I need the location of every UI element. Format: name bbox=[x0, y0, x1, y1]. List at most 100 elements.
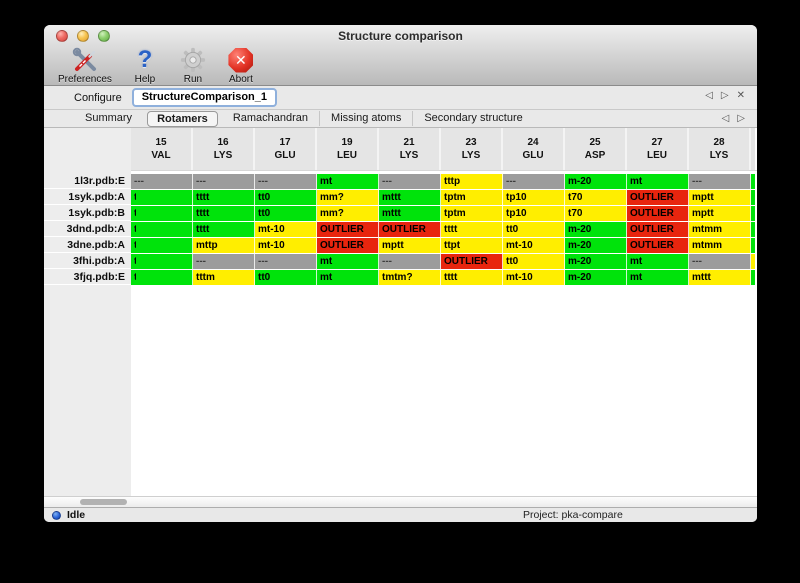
rotamer-cell[interactable]: --- bbox=[131, 174, 193, 189]
clipped-column-cell[interactable] bbox=[751, 254, 755, 269]
rotamer-cell[interactable]: mt bbox=[627, 254, 689, 269]
abort-button[interactable]: ✕ Abort bbox=[226, 47, 256, 85]
preferences-button[interactable]: Preferences bbox=[58, 47, 112, 85]
rotamer-cell[interactable]: tttp bbox=[441, 174, 503, 189]
rotamer-cell[interactable]: t bbox=[131, 270, 193, 285]
tab-ramachandran[interactable]: Ramachandran bbox=[232, 112, 309, 124]
rotamer-cell[interactable]: mt-10 bbox=[503, 270, 565, 285]
rotamer-cell[interactable]: --- bbox=[193, 254, 255, 269]
rotamer-cell[interactable]: mt-10 bbox=[503, 238, 565, 253]
rotamer-cell[interactable]: mtmm bbox=[689, 222, 751, 237]
close-button[interactable] bbox=[56, 30, 68, 42]
minimize-button[interactable] bbox=[77, 30, 89, 42]
rotamer-cell[interactable]: m-20 bbox=[565, 270, 627, 285]
configure-label: Configure bbox=[74, 91, 122, 104]
rotamer-cell[interactable]: tt0 bbox=[503, 222, 565, 237]
rotamer-cell[interactable]: OUTLIER bbox=[627, 238, 689, 253]
config-close-icon[interactable]: ✕ bbox=[736, 90, 745, 101]
rotamer-cell[interactable]: tttt bbox=[193, 190, 255, 205]
tab-summary[interactable]: Summary bbox=[85, 112, 133, 124]
rotamer-cell[interactable]: mptt bbox=[689, 190, 751, 205]
run-button[interactable]: Run bbox=[178, 47, 208, 85]
rotamer-cell[interactable]: mptt bbox=[689, 206, 751, 221]
rotamer-cell[interactable]: OUTLIER bbox=[441, 254, 503, 269]
configuration-name-tab[interactable]: StructureComparison_1 bbox=[131, 88, 278, 107]
titlebar[interactable]: Structure comparison bbox=[44, 25, 757, 46]
rotamer-cell[interactable]: mt bbox=[627, 270, 689, 285]
rotamer-cell[interactable]: tp10 bbox=[503, 190, 565, 205]
rotamer-cell[interactable]: --- bbox=[379, 174, 441, 189]
rotamer-cell[interactable]: mt bbox=[317, 254, 379, 269]
horizontal-scrollbar[interactable] bbox=[44, 496, 757, 507]
rotamer-cell[interactable]: t bbox=[131, 222, 193, 237]
rotamer-cell[interactable]: mt bbox=[627, 174, 689, 189]
rotamer-cell[interactable]: tptm bbox=[441, 206, 503, 221]
rotamer-cell[interactable]: mtmm bbox=[689, 238, 751, 253]
clipped-column-cell[interactable] bbox=[751, 206, 755, 221]
clipped-column-cell[interactable] bbox=[751, 190, 755, 205]
rotamer-cell[interactable]: t bbox=[131, 206, 193, 221]
clipped-column-cell[interactable] bbox=[751, 270, 755, 285]
rotamer-cell[interactable]: --- bbox=[503, 174, 565, 189]
rotamer-cell[interactable]: mttp bbox=[193, 238, 255, 253]
rotamer-cell[interactable]: ttpt bbox=[441, 238, 503, 253]
rotamer-cell[interactable]: --- bbox=[689, 254, 751, 269]
rotamer-cell[interactable]: --- bbox=[379, 254, 441, 269]
rotamer-cell[interactable]: OUTLIER bbox=[317, 238, 379, 253]
rotamer-cell[interactable]: t bbox=[131, 238, 193, 253]
tabs-back-arrow-icon[interactable]: ◁ bbox=[721, 113, 730, 124]
rotamer-cell[interactable]: m-20 bbox=[565, 254, 627, 269]
rotamer-cell[interactable]: tt0 bbox=[503, 254, 565, 269]
rotamer-cell[interactable]: tptm bbox=[441, 190, 503, 205]
rotamer-cell[interactable]: mm? bbox=[317, 190, 379, 205]
config-forward-arrow-icon[interactable]: ▷ bbox=[720, 90, 729, 101]
rotamer-cell[interactable]: --- bbox=[689, 174, 751, 189]
rotamer-cell[interactable]: t70 bbox=[565, 190, 627, 205]
rotamer-cell[interactable]: tttm bbox=[193, 270, 255, 285]
rotamer-cell[interactable]: t bbox=[131, 190, 193, 205]
rotamer-cell[interactable]: tt0 bbox=[255, 270, 317, 285]
zoom-button[interactable] bbox=[98, 30, 110, 42]
clipped-column-cell[interactable] bbox=[751, 222, 755, 237]
rotamer-cell[interactable]: mptt bbox=[379, 238, 441, 253]
rotamer-cell[interactable]: tmtm? bbox=[379, 270, 441, 285]
rotamer-cell[interactable]: mm? bbox=[317, 206, 379, 221]
rotamer-cell[interactable]: OUTLIER bbox=[627, 190, 689, 205]
rotamer-cell[interactable]: m-20 bbox=[565, 238, 627, 253]
tab-rotamers[interactable]: Rotamers bbox=[147, 110, 218, 127]
rotamer-cell[interactable]: mttt bbox=[379, 206, 441, 221]
clipped-column-cell[interactable] bbox=[751, 174, 755, 189]
rotamer-cell[interactable]: mt bbox=[317, 174, 379, 189]
rotamer-cell[interactable]: tp10 bbox=[503, 206, 565, 221]
rotamer-cell[interactable]: tttt bbox=[441, 222, 503, 237]
tabs-forward-arrow-icon[interactable]: ▷ bbox=[737, 113, 745, 124]
rotamer-cell[interactable]: tttt bbox=[193, 222, 255, 237]
rotamer-cell[interactable]: tttt bbox=[441, 270, 503, 285]
tab-missing-atoms[interactable]: Missing atoms bbox=[319, 111, 412, 126]
rotamer-cell[interactable]: mt-10 bbox=[255, 222, 317, 237]
row-label: 1l3r.pdb:E bbox=[44, 174, 131, 189]
rotamer-cell[interactable]: t bbox=[131, 254, 193, 269]
rotamer-cell[interactable]: --- bbox=[255, 254, 317, 269]
config-back-arrow-icon[interactable]: ◁ bbox=[705, 90, 713, 101]
scrollbar-thumb[interactable] bbox=[80, 499, 127, 505]
rotamer-cell[interactable]: mt bbox=[317, 270, 379, 285]
rotamer-cell[interactable]: tt0 bbox=[255, 206, 317, 221]
rotamer-cell[interactable]: --- bbox=[193, 174, 255, 189]
rotamer-cell[interactable]: m-20 bbox=[565, 174, 627, 189]
rotamer-cell[interactable]: mt-10 bbox=[255, 238, 317, 253]
rotamer-cell[interactable]: mttt bbox=[379, 190, 441, 205]
rotamer-cell[interactable]: --- bbox=[255, 174, 317, 189]
rotamer-cell[interactable]: tt0 bbox=[255, 190, 317, 205]
rotamer-cell[interactable]: m-20 bbox=[565, 222, 627, 237]
rotamer-cell[interactable]: tttt bbox=[193, 206, 255, 221]
help-button[interactable]: ? Help bbox=[130, 47, 160, 86]
rotamer-cell[interactable]: OUTLIER bbox=[317, 222, 379, 237]
tab-secondary-structure[interactable]: Secondary structure bbox=[412, 111, 533, 126]
rotamer-cell[interactable]: OUTLIER bbox=[627, 206, 689, 221]
clipped-column-cell[interactable] bbox=[751, 238, 755, 253]
rotamer-cell[interactable]: mttt bbox=[689, 270, 751, 285]
rotamer-cell[interactable]: OUTLIER bbox=[627, 222, 689, 237]
rotamer-cell[interactable]: t70 bbox=[565, 206, 627, 221]
rotamer-cell[interactable]: OUTLIER bbox=[379, 222, 441, 237]
